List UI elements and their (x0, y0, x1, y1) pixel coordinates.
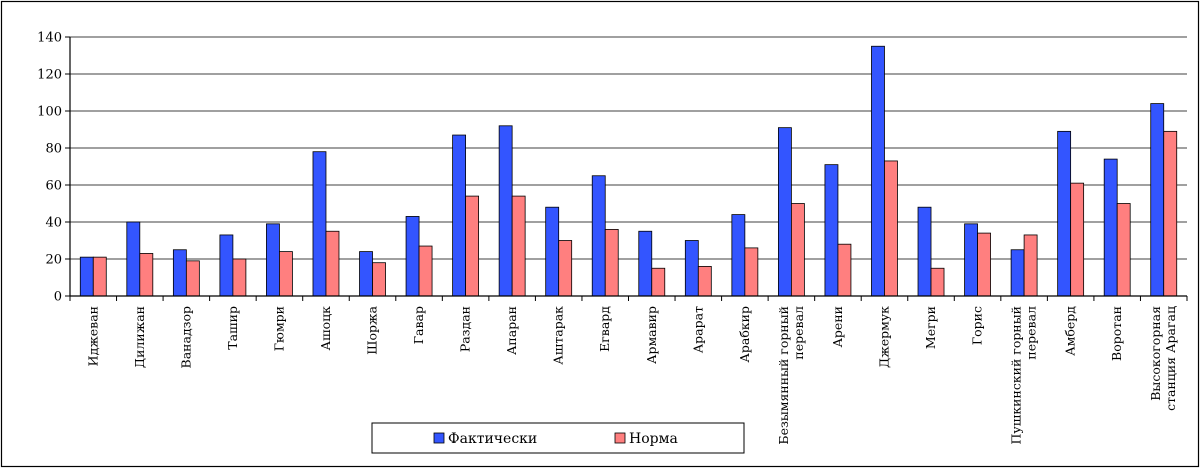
y-tick-label: 0 (54, 290, 62, 305)
bar-fakticheski (731, 214, 746, 297)
x-category-label: Ашоцк (318, 306, 333, 351)
bar-fakticheski (964, 223, 978, 297)
bar-fakticheski (498, 125, 513, 297)
y-tick-label: 120 (37, 68, 62, 83)
x-category-label: Шоржа (365, 305, 380, 354)
x-category-label: Амберд (1063, 306, 1078, 356)
x-category-label: Арабкир (737, 306, 752, 363)
legend-box (371, 422, 745, 454)
bar-norma (558, 240, 573, 297)
bar-norma (465, 195, 480, 297)
x-category-label: Воротан (1109, 306, 1124, 361)
y-tick-labels: 0 20 40 60 80 100 120 140 (37, 31, 62, 305)
bar-norma (604, 228, 619, 297)
bar-fakticheski (917, 206, 932, 297)
bar-fakticheski (219, 234, 234, 297)
x-category-label: Апаран (504, 306, 519, 355)
x-category-label: Джермук (876, 306, 891, 368)
bars (79, 45, 1178, 297)
bar-fakticheski (79, 256, 94, 297)
bar-norma (651, 267, 666, 297)
x-category-label: Горис (970, 306, 985, 345)
bar-norma (1023, 234, 1038, 297)
x-category-label: Пушкинский горный (1009, 306, 1024, 445)
bar-fakticheski (684, 240, 699, 297)
bar-norma (511, 195, 526, 297)
legend-swatch-fakticheski (433, 432, 445, 444)
y-tick-label: 100 (37, 105, 62, 120)
bar-norma (977, 232, 991, 297)
x-category-label: Ташир (225, 306, 240, 350)
x-category-label: перевал (791, 306, 806, 360)
y-tick-label: 40 (45, 216, 62, 231)
bar-fakticheski (266, 223, 280, 297)
axes (69, 37, 1188, 301)
x-category-label: Ванадзор (178, 306, 193, 368)
bar-fakticheski (1150, 103, 1165, 297)
bar-fakticheski (824, 164, 839, 297)
bar-fakticheski (591, 175, 606, 297)
bar-norma (139, 253, 154, 297)
bar-norma (232, 258, 247, 297)
bar-norma (1163, 130, 1178, 297)
x-category-label: Егвард (597, 306, 612, 352)
x-category-label: станция Арагац (1163, 306, 1178, 411)
bar-fakticheski (452, 134, 467, 297)
x-category-label: Иджеван (85, 306, 100, 366)
x-category-label: Гавар (411, 306, 426, 344)
bar-fakticheski (359, 251, 373, 297)
x-category-label: Мегри (923, 306, 938, 349)
x-category-label: перевал (1024, 306, 1039, 360)
legend-label-norma: Норма (629, 431, 678, 447)
bar-fakticheski (1103, 158, 1118, 297)
x-category-label: Дилижан (132, 306, 147, 368)
bar-fakticheski (638, 230, 653, 297)
legend: Фактически Норма (371, 422, 745, 454)
bar-fakticheski (126, 221, 141, 297)
bar-norma (418, 245, 433, 297)
bar-norma (279, 251, 293, 297)
bar-norma (185, 260, 200, 297)
bar-norma (884, 160, 898, 297)
bar-norma (930, 267, 945, 297)
legend-swatch-norma (614, 432, 626, 444)
bar-norma (1070, 182, 1085, 297)
x-category-label: Раздан (458, 306, 473, 352)
y-tick-label: 140 (37, 31, 62, 46)
bar-fakticheski (1010, 249, 1025, 297)
x-category-label: Арени (830, 306, 845, 348)
x-category-label: Армавир (644, 306, 659, 364)
gridlines (65, 36, 1187, 297)
bar-norma (744, 247, 759, 297)
bar-norma (697, 265, 712, 297)
x-category-label: Арарат (690, 306, 705, 353)
bar-fakticheski (312, 151, 327, 297)
bar-norma (1116, 203, 1131, 297)
bar-fakticheski (871, 45, 885, 297)
x-category-label: Безымянный горный (776, 306, 791, 445)
bar-norma (325, 230, 340, 297)
y-tick-label: 80 (45, 142, 62, 157)
bar-norma (790, 203, 805, 297)
y-tick-label: 20 (45, 253, 62, 268)
x-category-label: Гюмри (271, 306, 286, 351)
legend-label-fakticheski: Фактически (448, 431, 537, 447)
bar-fakticheski (777, 127, 792, 297)
bar-norma (837, 243, 852, 297)
x-category-labels: Иджеван Дилижан Ванадзор Ташир Гюмри Ашоцк Шор… (85, 305, 1178, 444)
bar-fakticheski (1057, 130, 1072, 297)
x-category-label: Высокогорная (1148, 306, 1163, 401)
bar-fakticheski (405, 216, 420, 297)
x-category-label: Аштарак (551, 306, 566, 365)
bar-norma (372, 262, 386, 297)
y-tick-label: 60 (45, 179, 62, 194)
bar-norma (92, 256, 107, 297)
bar-fakticheski (545, 206, 560, 297)
bar-fakticheski (172, 249, 187, 297)
